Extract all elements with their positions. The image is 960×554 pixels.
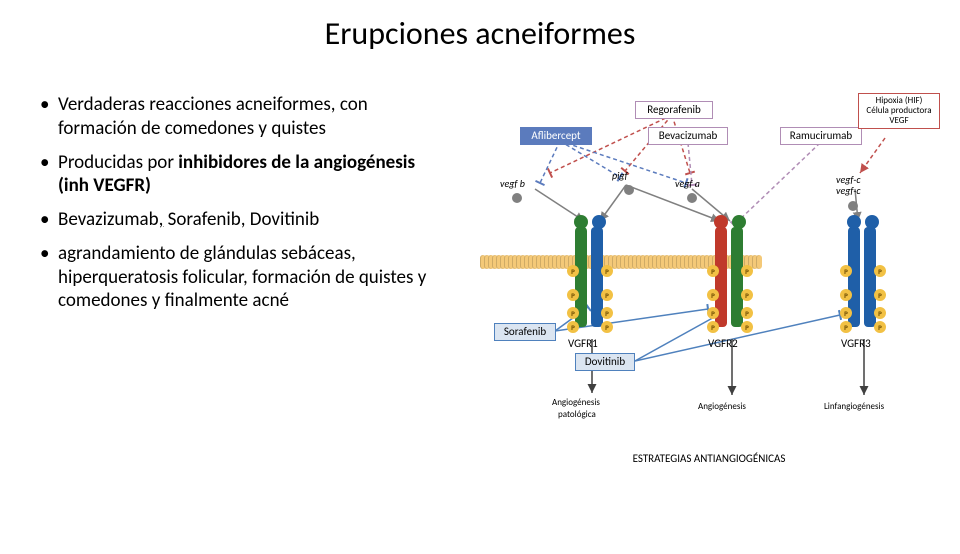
phospho-icon: P — [840, 321, 852, 333]
drug-box-regorafenib: Regorafenib — [635, 101, 713, 119]
content-row: Verdaderas reacciones acneiformes, con f… — [0, 93, 960, 473]
bullet-item: Verdaderas reacciones acneiformes, con f… — [40, 93, 450, 141]
phospho-icon: P — [874, 321, 886, 333]
phospho-icon: P — [707, 321, 719, 333]
phospho-icon: P — [840, 307, 852, 319]
ligand-label-vegfa: vegf a — [675, 179, 700, 190]
outcome-label-out3: Linfangiogénesis — [824, 401, 884, 412]
bullet-item: Producidas por inhibidores de la angiogé… — [40, 151, 450, 199]
ligand-dot — [848, 201, 858, 211]
drug-box-ramucirumab: Ramucirumab — [780, 127, 862, 145]
bullet-item: agrandamiento de glándulas sebáceas, hip… — [40, 242, 450, 313]
drug-box-hipoxia: Hipoxia (HIF) Célula productora VEGF — [858, 93, 940, 129]
receptor-head — [732, 215, 746, 229]
ligand-dot — [687, 193, 697, 203]
receptor-head — [574, 215, 588, 229]
receptor-label-vgfr2: VGFR2 — [708, 337, 738, 350]
phospho-icon: P — [707, 265, 719, 277]
phospho-icon: P — [840, 265, 852, 277]
outcome-label-out1a: Angiogénesis — [552, 397, 600, 408]
receptor-head — [847, 215, 861, 229]
phospho-icon: P — [707, 289, 719, 301]
outcome-label-out1b: patológica — [558, 409, 596, 420]
phospho-icon: P — [707, 307, 719, 319]
phospho-icon: P — [874, 289, 886, 301]
ligand-dot — [624, 185, 634, 195]
phospho-icon: P — [567, 265, 579, 277]
phospho-icon: P — [741, 321, 753, 333]
drug-box-dovitinib: Dovitinib — [575, 353, 635, 371]
receptor-label-vgfr3: VGFR3 — [841, 337, 871, 350]
phospho-icon: P — [601, 289, 613, 301]
drug-box-aflibercept: Aflibercept — [520, 127, 592, 145]
bullet-item: Bevazizumab, Sorafenib, Dovitinib — [40, 208, 450, 232]
receptor-label-vgfr1: VGFR1 — [568, 337, 598, 350]
ligand-dot — [512, 193, 522, 203]
bullet-list: Verdaderas reacciones acneiformes, con f… — [0, 93, 460, 473]
phospho-icon: P — [567, 289, 579, 301]
phospho-icon: P — [840, 289, 852, 301]
phospho-icon: P — [741, 307, 753, 319]
receptor-head — [865, 215, 879, 229]
phospho-icon: P — [601, 307, 613, 319]
phospho-icon: P — [601, 265, 613, 277]
phospho-icon: P — [567, 307, 579, 319]
page-title: Erupciones acneiformes — [0, 14, 960, 53]
phospho-icon: P — [601, 321, 613, 333]
receptor-head — [714, 215, 728, 229]
phospho-icon: P — [741, 265, 753, 277]
angiogenesis-diagram: ESTRATEGIAS ANTIANGIOGÉNICAS Regorafenib… — [460, 93, 940, 473]
phospho-icon: P — [874, 307, 886, 319]
ligand-label-pigf: pigf — [612, 171, 628, 182]
receptor-head — [592, 215, 606, 229]
drug-box-bevacizumab: Bevacizumab — [648, 127, 728, 145]
outcome-label-out2: Angiogénesis — [698, 401, 746, 412]
diagram-caption: ESTRATEGIAS ANTIANGIOGÉNICAS — [488, 452, 930, 465]
phospho-icon: P — [874, 265, 886, 277]
ligand-label-vegfc: vegf-c vegf-c — [836, 175, 861, 196]
ligand-label-vegfb: vegf b — [500, 179, 525, 190]
phospho-icon: P — [741, 289, 753, 301]
drug-box-sorafenib: Sorafenib — [494, 323, 556, 341]
phospho-icon: P — [567, 321, 579, 333]
